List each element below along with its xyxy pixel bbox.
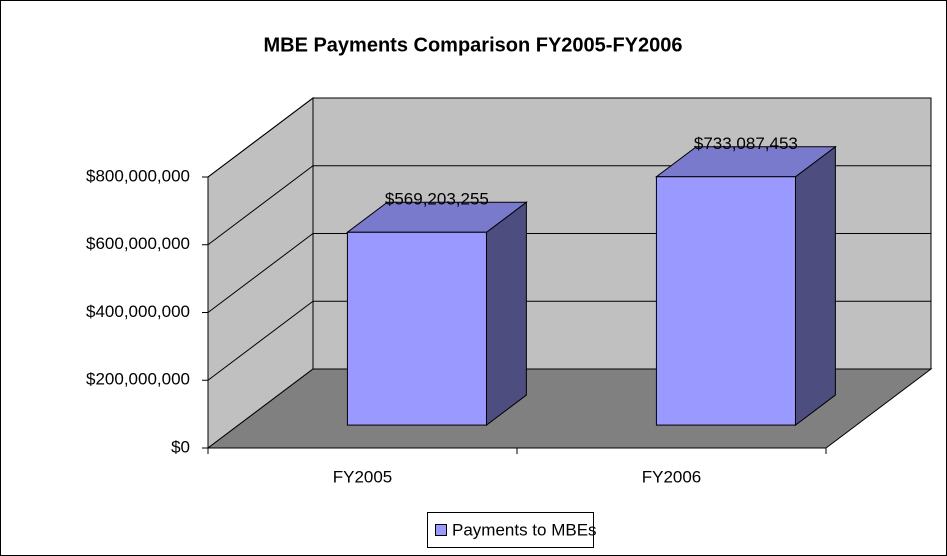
y-tick-label: $600,000,000: [86, 234, 190, 253]
legend-box: [427, 512, 594, 548]
grid-line: [207, 97, 931, 178]
chart-title: MBE Payments Comparison FY2005-FY2006: [263, 34, 682, 56]
bar-side: [794, 145, 836, 427]
x-tick-label: FY2006: [642, 467, 702, 486]
bar-side: [485, 201, 527, 427]
y-tick-label: $400,000,000: [86, 302, 190, 321]
bar: [655, 176, 796, 426]
y-tick-label: $0: [171, 437, 190, 456]
legend-label: Payments to MBEs: [452, 520, 597, 539]
data-label: $733,087,453: [694, 134, 798, 153]
x-tick-label: FY2005: [333, 467, 393, 486]
legend-swatch: [435, 524, 447, 536]
data-label: $569,203,255: [385, 190, 489, 209]
y-tick-label: $200,000,000: [86, 370, 190, 389]
bar: [346, 231, 487, 426]
y-tick-label: $800,000,000: [86, 166, 190, 185]
